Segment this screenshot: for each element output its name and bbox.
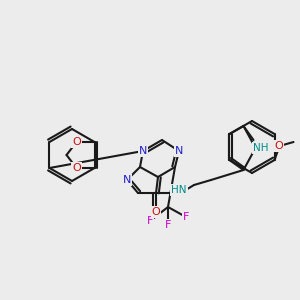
Text: F: F	[147, 216, 153, 226]
Text: O: O	[152, 207, 160, 217]
Text: NH: NH	[253, 143, 268, 153]
Text: F: F	[165, 220, 171, 230]
Text: N: N	[123, 175, 131, 185]
Text: HN: HN	[171, 185, 187, 195]
Text: N: N	[139, 146, 147, 156]
Text: O: O	[72, 137, 81, 147]
Text: O: O	[274, 141, 283, 151]
Text: N: N	[175, 146, 183, 156]
Text: F: F	[183, 212, 189, 222]
Text: O: O	[72, 163, 81, 173]
